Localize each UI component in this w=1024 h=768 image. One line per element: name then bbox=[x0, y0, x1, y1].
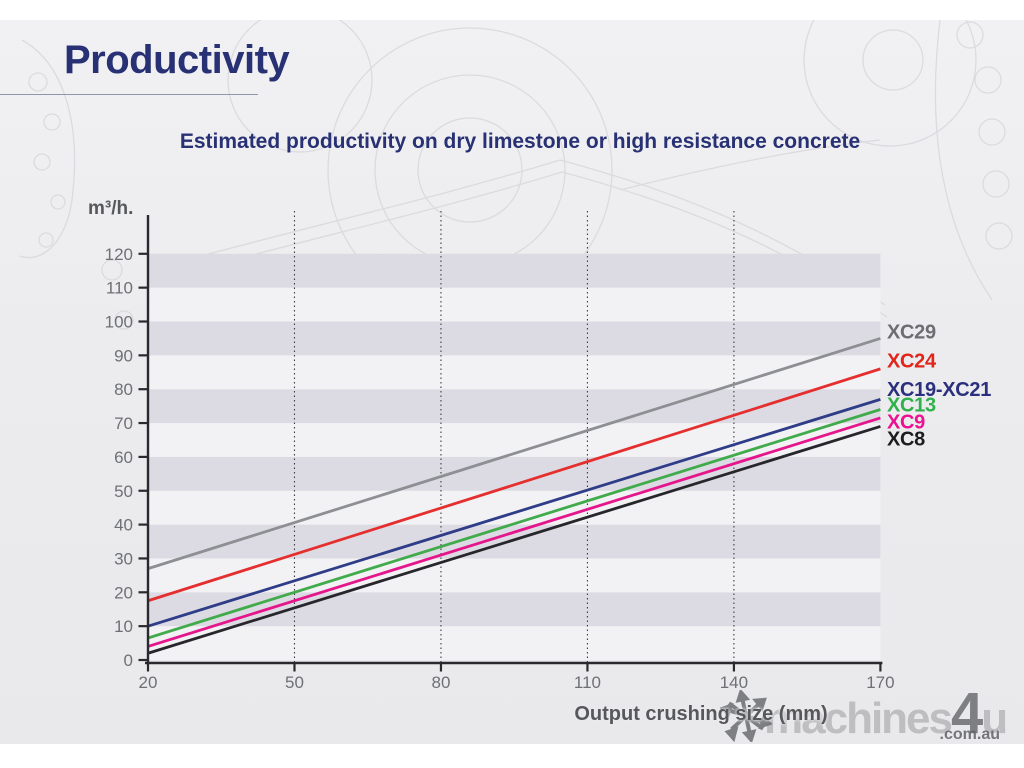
asterisk-star-icon bbox=[720, 690, 772, 742]
series-line-XC8 bbox=[147, 425, 881, 655]
watermark-machines-text: machines bbox=[764, 694, 953, 743]
chart-band-light bbox=[148, 423, 881, 457]
x-tick-label: 20 bbox=[139, 673, 158, 692]
y-tick-label: 90 bbox=[114, 346, 133, 365]
slide-background: Productivity Estimated productivity on d… bbox=[0, 20, 1024, 744]
productivity-chart: 0 10 20 30 40 50 60 70 80 90 100 110 120 20 50 80 110 140… bbox=[105, 211, 991, 692]
legend-label-XC8: XC8 bbox=[887, 428, 925, 450]
series-line-XC13 bbox=[147, 408, 881, 640]
y-tick-label: 10 bbox=[114, 617, 133, 636]
legend-label-XC19-XC21: XC19-XC21 bbox=[887, 379, 991, 401]
y-tick-label: 60 bbox=[114, 448, 133, 467]
watermark-domain-text: .com.au bbox=[939, 726, 1000, 743]
chart-band-light bbox=[148, 558, 881, 593]
title-underline-rule bbox=[0, 94, 258, 95]
x-tick-label: 110 bbox=[574, 673, 601, 692]
series-line-XC29 bbox=[147, 337, 881, 570]
watermark-4-text: 4 bbox=[950, 681, 983, 744]
legend-label-XC13: XC13 bbox=[887, 394, 936, 416]
chart-subtitle: Estimated productivity on dry limestone … bbox=[179, 130, 861, 153]
y-tick-label: 30 bbox=[114, 549, 133, 568]
series-line-XC24 bbox=[147, 367, 881, 603]
series-line-XC9 bbox=[147, 416, 881, 648]
watermark-u-text: u bbox=[981, 694, 1009, 743]
y-tick-label: 100 bbox=[105, 313, 133, 332]
chart-band-shaded bbox=[148, 253, 881, 288]
x-tick-label: 80 bbox=[431, 673, 450, 692]
x-axis-title: Output crushing size (mm) bbox=[574, 703, 828, 725]
chart-band-shaded bbox=[148, 524, 881, 559]
chart-band-shaded bbox=[148, 389, 881, 424]
chart-band-shaded bbox=[148, 592, 881, 627]
chart-band-shaded bbox=[148, 321, 881, 356]
series-line-XC19-XC21 bbox=[147, 398, 881, 628]
machines4u-watermark: machines 4 u .com.au bbox=[706, 680, 1018, 744]
y-axis-unit-label: m³/h. bbox=[88, 198, 134, 219]
legend-label-XC24: XC24 bbox=[887, 350, 937, 372]
y-tick-label: 20 bbox=[114, 583, 133, 602]
chart-band-light bbox=[148, 626, 881, 660]
y-tick-label: 70 bbox=[114, 414, 133, 433]
legend-label-XC29: XC29 bbox=[887, 322, 936, 344]
machines4u-logo-text: machines 4 u bbox=[764, 680, 1008, 744]
x-tick-label: 140 bbox=[720, 673, 748, 692]
legend-label-XC9: XC9 bbox=[887, 411, 925, 433]
y-tick-label: 110 bbox=[106, 279, 133, 298]
y-tick-label: 40 bbox=[114, 516, 133, 535]
chart-band-light bbox=[148, 355, 881, 390]
x-tick-label: 170 bbox=[866, 673, 894, 692]
y-tick-label: 120 bbox=[105, 245, 133, 264]
page-title: Productivity bbox=[64, 38, 290, 82]
y-tick-label: 50 bbox=[114, 482, 133, 501]
chart-band-light bbox=[148, 287, 881, 322]
y-tick-label: 80 bbox=[114, 380, 133, 399]
y-tick-label: 0 bbox=[124, 651, 133, 670]
chart-band-light bbox=[148, 490, 881, 525]
x-tick-label: 50 bbox=[285, 673, 304, 692]
